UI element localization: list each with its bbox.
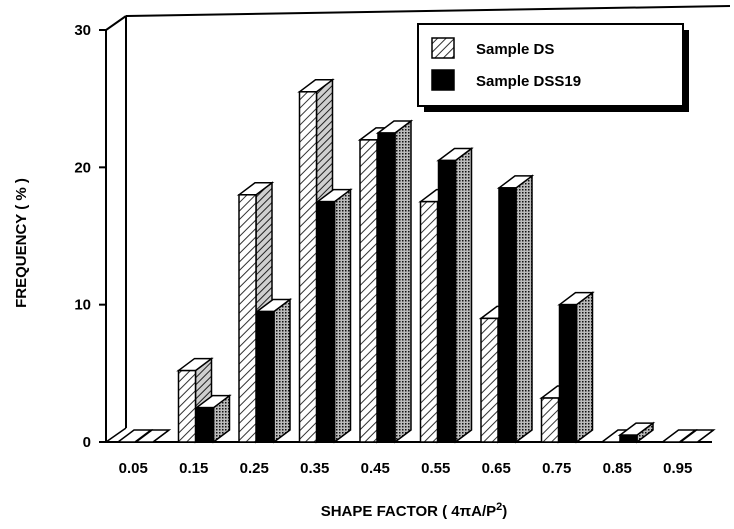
bar-top [678,429,716,443]
y-tick-label: 30 [74,22,91,39]
x-axis-ticks: 0.05 0.15 0.25 0.35 0.45 0.55 0.65 0.75 0.85 0.95 [119,460,693,477]
x-tick-label: 0.65 [482,460,511,477]
x-tick-label: 0.85 [603,460,632,477]
bar-front [480,317,499,443]
bar-front [298,91,318,443]
bar-front [540,397,560,443]
x-axis-title-mid: A/P [471,503,496,520]
bar-sample-dss19 [315,188,353,444]
bar-side [394,119,412,444]
x-axis-title-prefix: SHAPE FACTOR ( 4 [321,503,461,520]
legend-label-dss19: Sample DSS19 [476,73,581,90]
bars [115,78,716,444]
x-tick-label: 0.15 [179,460,208,477]
y-axis-title: FREQUENCY ( % ) [13,178,30,308]
legend-swatch-dss19 [431,69,455,91]
x-tick-label: 0.45 [361,460,390,477]
bar-front [359,139,378,443]
x-axis-title-pi: π [460,503,472,520]
legend-swatch-ds [431,37,455,59]
bar-sample-dss19 [194,394,232,444]
bar-front [195,406,215,443]
x-tick-label: 0.35 [300,460,329,477]
x-tick-label: 0.55 [421,460,450,477]
bar-side [273,298,291,444]
bar-side [454,146,473,444]
x-tick-label: 0.75 [542,460,571,477]
bar-front [377,132,396,443]
x-axis-title-suffix: ) [502,503,507,520]
bar-side [333,188,352,444]
x-axis-title: SHAPE FACTOR ( 4πA/P2) [321,501,508,520]
bar-front [177,369,197,443]
x-tick-label: 0.95 [663,460,692,477]
bar-sample-dss19 [617,421,656,444]
bar-sample-dss19 [375,119,414,444]
bar-sample-dss19 [557,291,595,444]
bar-sample-dss19 [496,174,535,444]
legend-box [417,23,684,107]
bar-side [575,291,594,444]
x-axis-title-sup: 2 [496,501,502,513]
bar-front [316,200,336,443]
bar-top [133,429,172,443]
y-tick-label: 0 [83,434,91,451]
y-tick-label: 20 [74,159,91,176]
bar-front [238,194,257,443]
bar-sample-dss19 [133,429,172,443]
legend-label-ds: Sample DS [476,41,554,58]
bar-front [558,303,578,443]
legend: Sample DS Sample DSS19 [417,23,689,112]
bar-side [515,174,533,444]
bar-front [619,434,638,443]
y-axis-ticks: 0 10 20 30 [74,22,106,451]
bar-front [498,187,517,443]
bar-sample-dss19 [436,146,474,444]
x-tick-label: 0.25 [240,460,269,477]
bar-front [437,159,457,443]
bar-sample-dss19 [254,298,293,444]
bar-front [256,310,275,443]
bar-front [419,200,439,443]
bar-sample-dss19 [678,429,716,443]
x-tick-label: 0.05 [119,460,148,477]
y-tick-label: 10 [74,297,91,314]
